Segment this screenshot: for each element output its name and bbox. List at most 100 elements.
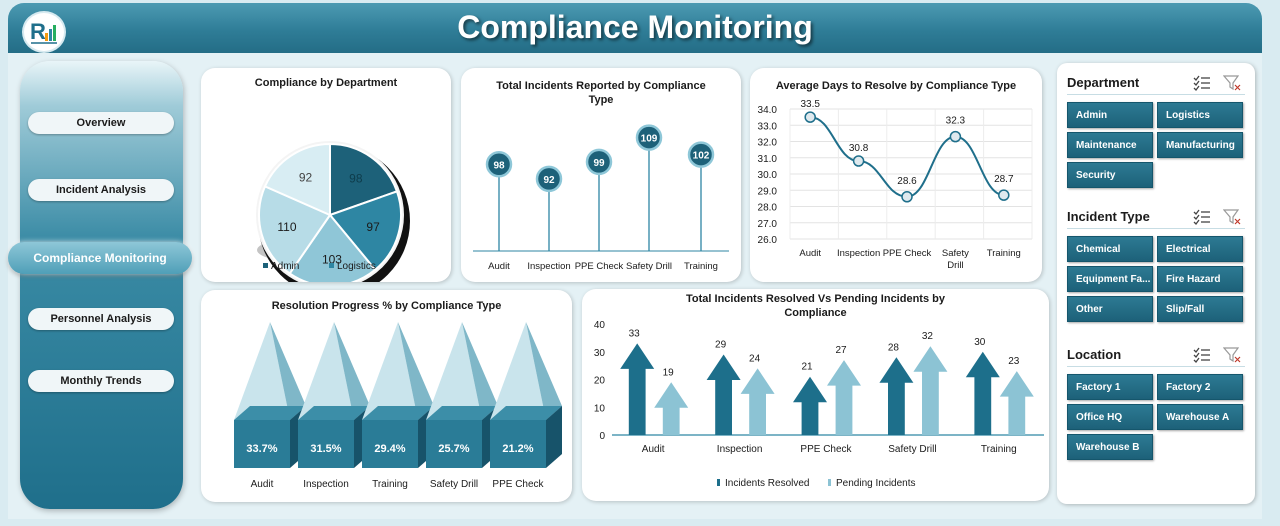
svg-text:R: R — [30, 19, 46, 44]
pending-value-label: 19 — [663, 367, 675, 378]
nav-compliance-monitoring-button[interactable]: Compliance Monitoring — [8, 242, 192, 274]
legend-swatch-pending — [828, 479, 831, 486]
x-category-label: Safety — [942, 248, 969, 259]
nav-incident-analysis-button[interactable]: Incident Analysis — [28, 179, 174, 201]
pending-value-label: 23 — [1008, 356, 1020, 367]
pyramid-side — [270, 322, 306, 420]
pie-chart-title: Compliance by Department — [254, 77, 398, 89]
multi-select-icon[interactable] — [1193, 347, 1211, 366]
box-top — [362, 406, 434, 420]
y-tick-label: 29.0 — [758, 186, 778, 197]
incident-type-slicer-title: Incident Type — [1067, 209, 1150, 224]
pyramid-side — [398, 322, 434, 420]
arrow-category-label: Training — [981, 444, 1017, 455]
arrow-category-label: PPE Check — [800, 444, 852, 455]
incident-type-slicer-item[interactable]: Chemical — [1067, 236, 1153, 262]
y-tick-label: 28.0 — [758, 203, 778, 214]
location-slicer-item[interactable]: Factory 1 — [1067, 374, 1153, 400]
clear-filter-icon[interactable] — [1222, 75, 1241, 94]
lollipop-marker — [687, 141, 715, 168]
box-top — [426, 406, 498, 420]
y-tick-label: 33.0 — [758, 121, 778, 132]
incident-type-slicer-item[interactable]: Fire Hazard — [1157, 266, 1243, 292]
pyramid-value-label: 33.7% — [246, 443, 277, 455]
clear-filter-icon[interactable] — [1222, 209, 1241, 228]
lollipop-value-label: 109 — [641, 134, 658, 145]
multi-select-icon[interactable] — [1193, 209, 1211, 228]
y-tick-label: 27.0 — [758, 219, 778, 230]
incident-type-slicer-item[interactable]: Other — [1067, 296, 1153, 322]
y-tick-label: 10 — [594, 403, 606, 414]
department-slicer-item[interactable]: Security — [1067, 162, 1153, 188]
line-value-label: 30.8 — [849, 143, 869, 154]
pyramid-face — [298, 322, 354, 420]
lollipop-marker — [585, 148, 613, 176]
incident-type-slicer-item[interactable]: Slip/Fall — [1157, 296, 1243, 322]
pyramid-side — [334, 322, 370, 420]
lollipop-marker — [485, 151, 513, 178]
y-tick-label: 20 — [594, 376, 606, 387]
resolved-value-label: 33 — [629, 328, 641, 339]
pie-slice-label: 98 — [349, 171, 363, 185]
pie-slice-label: 110 — [277, 220, 296, 234]
pending-arrow — [740, 368, 775, 435]
pie-slice-label: 97 — [366, 220, 380, 234]
legend-label-resolved: Incidents Resolved — [725, 478, 810, 489]
department-slicer-item[interactable]: Logistics — [1157, 102, 1243, 128]
location-slicer-item[interactable]: Warehouse A — [1157, 404, 1243, 430]
line-value-label: 28.6 — [897, 176, 917, 187]
pie-slice-label: 103 — [322, 253, 342, 267]
resolved-arrow — [620, 343, 655, 435]
box-front — [298, 420, 354, 468]
pyramid-category-label: Training — [372, 479, 408, 490]
x-category-label: PPE Check — [883, 248, 932, 259]
resolved-value-label: 28 — [888, 342, 900, 353]
department-slicer-item[interactable]: Maintenance — [1067, 132, 1153, 158]
lollipop-value-label: 98 — [493, 160, 505, 171]
pyramid-face — [362, 322, 418, 420]
location-slicer-item[interactable]: Factory 2 — [1157, 374, 1243, 400]
nav-monthly-trends-button[interactable]: Monthly Trends — [28, 370, 174, 392]
multi-select-icon[interactable] — [1193, 75, 1211, 94]
box-top — [234, 406, 306, 420]
department-slicer-item[interactable]: Manufacturing — [1157, 132, 1243, 158]
location-slicer-item[interactable]: Warehouse B — [1067, 434, 1153, 460]
lollipop-category-label: Safety Drill — [626, 261, 672, 272]
incidents-reported-title: Total Incidents Reported by Compliance T… — [496, 80, 706, 106]
line-point — [804, 111, 816, 123]
page-title: Compliance Monitoring — [457, 9, 813, 45]
resolution-progress-title: Resolution Progress % by Compliance Type — [271, 300, 502, 312]
incident-type-slicer-item[interactable]: Equipment Fa... — [1067, 266, 1153, 292]
location-slicer-header: Location — [1067, 347, 1245, 367]
pie-slice — [263, 142, 331, 217]
location-slicer-item[interactable]: Office HQ — [1067, 404, 1153, 430]
clear-filter-icon[interactable] — [1222, 347, 1241, 366]
avg-days-card: Average Days to Resolve by Compliance Ty… — [750, 68, 1042, 282]
department-slicer-item[interactable]: Admin — [1067, 102, 1153, 128]
pending-arrow — [654, 382, 689, 435]
department-slicer-toolbar — [1193, 75, 1241, 94]
logo-icon: R — [22, 11, 66, 53]
lollipop-value-label: 102 — [693, 151, 710, 162]
arrow-category-label: Safety Drill — [888, 444, 936, 455]
pyramid-side — [462, 322, 498, 420]
pyramid-category-label: Safety Drill — [430, 479, 478, 490]
nav-overview-button[interactable]: Overview — [28, 112, 174, 134]
lollipop-value-label: 99 — [593, 158, 605, 169]
incidents-reported-card: Total Incidents Reported by Compliance T… — [461, 68, 741, 282]
incident-type-slicer-item[interactable]: Electrical — [1157, 236, 1243, 262]
box-top — [298, 406, 370, 420]
pending-value-label: 32 — [922, 331, 934, 342]
nav-personnel-analysis-button[interactable]: Personnel Analysis — [28, 308, 174, 330]
resolved-vs-pending-chart: 40 30 20 10 0 33 19 Audit 29 24 Inspection 21 27 PPE … — [594, 320, 1044, 489]
resolved-arrow — [793, 376, 827, 435]
pyramid-category-label: PPE Check — [492, 479, 544, 490]
line-value-label: 32.3 — [946, 116, 966, 127]
y-tick-label: 30 — [594, 348, 606, 359]
resolution-progress-card: Resolution Progress % by Compliance Type… — [201, 290, 572, 502]
box-front — [490, 420, 546, 468]
resolved-value-label: 29 — [715, 340, 727, 351]
box-side — [546, 406, 562, 468]
y-tick-label: 34.0 — [758, 105, 778, 116]
nav-panel — [20, 61, 183, 509]
